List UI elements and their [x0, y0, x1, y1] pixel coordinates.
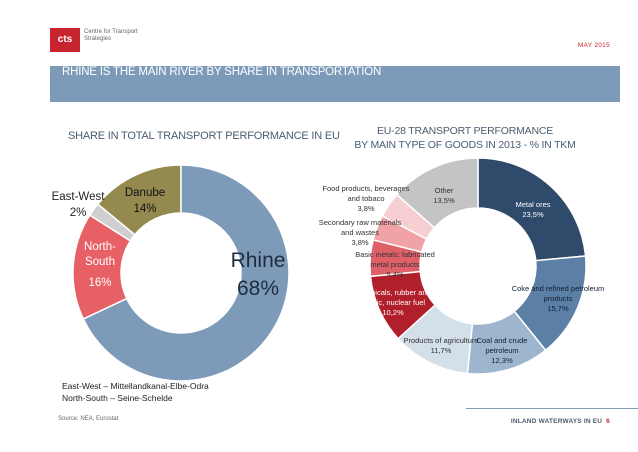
left-chart-heading: SHARE IN TOTAL TRANSPORT PERFORMANCE IN …	[68, 130, 340, 142]
left-chart-slice-rhine	[82, 164, 290, 382]
right-heading-line2: BY MAIN TYPE OF GOODS IN 2013 - % IN TKM	[354, 139, 576, 151]
right-label-metal-ores: Metal ores 23,5%	[488, 200, 578, 220]
title-banner: RHINE IS THE MAIN RIVER BY SHARE IN TRAN…	[50, 66, 620, 102]
right-label-coal-and-crude-petroleum-value: 12,3%	[491, 356, 513, 365]
source-note: Source: NEA, Eurostat	[58, 416, 119, 422]
left-chart-slice-east-west	[88, 203, 136, 242]
left-value-north-south: 16%	[88, 277, 112, 289]
right-label-basic-metals-fabricated-metal-products-value: 5,4%	[386, 270, 404, 279]
footer-divider	[466, 408, 638, 409]
right-chart-slice-other	[395, 157, 479, 229]
page-number: 6	[606, 418, 610, 425]
left-value-danube: 14%	[133, 203, 157, 215]
legend-note-east-west: East-West – Mittellandkanal-Elbe-Odra	[62, 381, 209, 391]
footer: INLAND WATERWAYS IN EU 6	[511, 418, 610, 425]
left-value-east-west: 2%	[69, 207, 87, 219]
left-label-danube: Danube	[124, 187, 166, 199]
right-heading-line1: EU-28 TRANSPORT PERFORMANCE	[376, 125, 554, 137]
logo-text: Centre for Transport Strategies	[84, 29, 138, 42]
right-chart-heading: EU-28 TRANSPORT PERFORMANCE BY MAIN TYPE…	[330, 124, 600, 152]
right-label-coke-and-refined-petroleum-products: Coke and refined petroleum products 15,7%	[511, 284, 605, 313]
date-label: MAY 2015	[577, 42, 610, 49]
left-value-rhine: 68%	[236, 277, 280, 300]
right-label-chemicals-rubber-and-plastic-nuclear-fuel: Chemicals, rubber and plastic, nuclear f…	[350, 288, 436, 318]
right-label-other: Other 13,5%	[414, 186, 474, 206]
right-label-food-products-beverages-and-tobaco: Food products, beverages and tobaco 3,8%	[318, 184, 414, 214]
right-label-coal-and-crude-petroleum: Coal and crude petroleum 12,3%	[467, 336, 537, 366]
logo: cts Centre for Transport Strategies	[50, 28, 160, 58]
right-label-basic-metals-fabricated-metal-products: Basic metals; fabricated metal products 5…	[351, 250, 439, 280]
logo-mark: cts	[50, 28, 80, 52]
right-label-products-of-agriculture-value: 11,7%	[430, 346, 452, 355]
right-label-food-products-beverages-and-tobaco-value: 3,8%	[357, 204, 375, 213]
right-label-products-of-agriculture: Products of agriculture 11,7%	[401, 336, 481, 356]
left-label-rhine: Rhine	[230, 249, 286, 272]
right-label-secondary-raw-materials-and-wastes-value: 3,8%	[351, 238, 369, 247]
footer-section: INLAND WATERWAYS IN EU	[510, 418, 603, 425]
right-chart-slice-metal-ores	[477, 157, 587, 262]
page-title: RHINE IS THE MAIN RIVER BY SHARE IN TRAN…	[62, 66, 382, 78]
right-label-secondary-raw-materials-and-wastes: Secondary raw materials and wastes 3,8%	[314, 218, 406, 248]
right-label-metal-ores-value: 23,5%	[522, 210, 544, 219]
right-label-other-value: 13,5%	[433, 196, 455, 205]
legend-note-north-south: North-South – Seine-Schelde	[62, 393, 173, 403]
right-label-coke-and-refined-petroleum-products-value: 15,7%	[547, 304, 569, 313]
left-label-north-south: North-South	[84, 241, 116, 268]
right-label-chemicals-rubber-and-plastic-nuclear-fuel-value: 10,2%	[382, 308, 404, 317]
left-label-east-west: East-West	[51, 191, 105, 203]
legend-note: East-West – Mittellandkanal-Elbe-Odra No…	[62, 380, 209, 404]
